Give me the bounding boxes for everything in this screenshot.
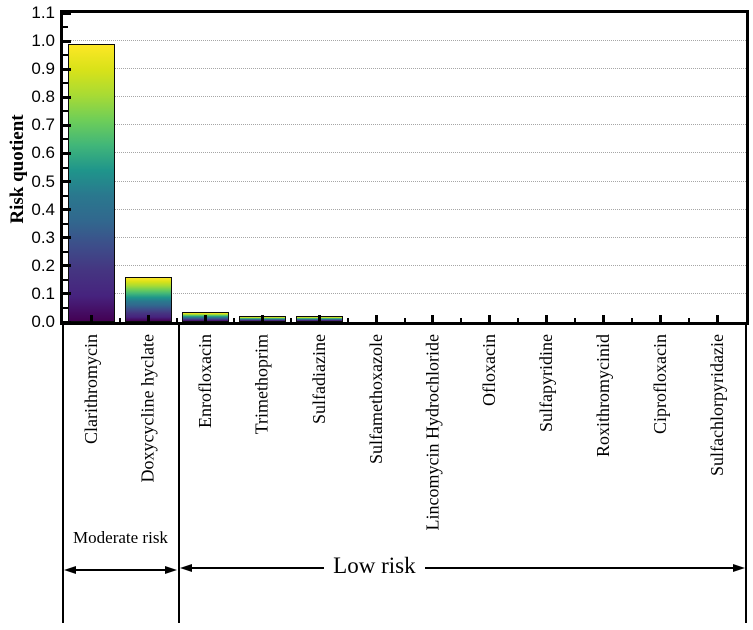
- y-tick-label: 0.7: [31, 115, 55, 135]
- y-axis-major-tick: [63, 264, 71, 268]
- x-tick-label: Trimethoprim: [251, 334, 272, 435]
- y-axis-minor-tick: [63, 110, 68, 113]
- x-axis-major-tick: [431, 315, 435, 322]
- y-axis-minor-tick: [63, 306, 68, 309]
- x-axis-minor-tick: [232, 318, 235, 322]
- x-axis-minor-tick: [631, 318, 634, 322]
- x-axis-major-tick: [146, 315, 150, 322]
- y-axis-minor-tick: [63, 166, 68, 169]
- x-tick-label: Sulfamethoxazole: [365, 334, 386, 464]
- x-axis-major-tick: [317, 315, 321, 322]
- x-axis-minor-tick: [403, 318, 406, 322]
- y-tick-label: 0.8: [31, 87, 55, 107]
- x-axis-minor-tick: [460, 318, 463, 322]
- arrowhead-right-icon: [165, 566, 177, 574]
- plot-area: [63, 11, 746, 324]
- x-tick-label: Doxycycline hyclate: [137, 334, 158, 483]
- y-axis-minor-tick: [63, 26, 68, 29]
- x-axis-minor-tick: [688, 318, 691, 322]
- low-risk-label: Low risk: [333, 553, 416, 578]
- gridline: [63, 208, 746, 210]
- y-tick-label: 0.3: [31, 227, 55, 247]
- moderate-risk-span-arrow: [64, 564, 177, 576]
- arrowhead-left-icon: [64, 566, 76, 574]
- x-axis-minor-tick: [574, 318, 577, 322]
- arrow-line: [424, 567, 733, 569]
- arrowhead-right-icon: [733, 564, 745, 572]
- x-tick-label: Ciprofloxacin: [650, 334, 671, 434]
- gridline: [63, 96, 746, 98]
- x-axis-major-tick: [203, 315, 207, 322]
- x-axis-major-tick: [374, 315, 378, 322]
- y-axis-minor-tick: [63, 138, 68, 141]
- bar: [67, 43, 115, 322]
- y-tick-label: 1.1: [31, 3, 55, 22]
- gridline: [63, 264, 746, 266]
- x-tick-label: Sulfachlorpyridazie: [707, 334, 728, 476]
- x-axis-minor-tick: [517, 318, 520, 322]
- x-axis-major-tick: [545, 315, 549, 322]
- y-axis-minor-tick: [63, 82, 68, 85]
- x-tick-label: Roxithromycinid: [593, 334, 614, 457]
- y-tick-label: 0.6: [31, 143, 55, 163]
- y-tick-label: 1.0: [31, 31, 55, 51]
- y-tick-label: 0.0: [31, 312, 55, 331]
- gridline: [63, 236, 746, 238]
- y-axis-major-tick: [63, 208, 71, 212]
- region-divider-right: [745, 322, 747, 623]
- x-axis-major-tick: [488, 315, 492, 322]
- y-tick-label: 0.4: [31, 199, 55, 219]
- y-axis-major-tick: [63, 11, 71, 15]
- x-tick-label: Clarithromycin: [80, 334, 101, 444]
- x-axis-major-tick: [716, 315, 720, 322]
- gridline: [63, 152, 746, 154]
- x-axis-minor-tick: [175, 318, 178, 322]
- y-axis-major-tick: [63, 39, 71, 43]
- x-axis-major-tick: [602, 315, 606, 322]
- low-risk-span-arrow: Low risk: [180, 553, 745, 582]
- x-axis-minor-tick: [118, 318, 121, 322]
- y-axis-minor-tick: [63, 222, 68, 225]
- y-tick-label: 0.9: [31, 59, 55, 79]
- x-tick-label: Lincomycin Hydrochloride: [422, 334, 443, 531]
- moderate-risk-label: Moderate risk: [73, 528, 168, 547]
- gridline: [63, 180, 746, 182]
- y-axis-major-tick: [63, 95, 71, 99]
- x-axis-minor-tick: [346, 318, 349, 322]
- gridline: [63, 68, 746, 70]
- region-divider-moderate-low: [177, 322, 180, 623]
- y-axis-minor-tick: [63, 194, 68, 197]
- x-tick-label: Sulfapyridine: [536, 334, 557, 432]
- plot-frame: [60, 10, 749, 325]
- y-tick-label: 0.1: [31, 283, 55, 303]
- arrowhead-left-icon: [180, 564, 192, 572]
- arrow-line: [76, 569, 165, 571]
- gridline: [63, 292, 746, 294]
- arrow-line: [192, 567, 325, 569]
- y-axis-minor-tick: [63, 54, 68, 57]
- y-axis-major-tick: [63, 236, 71, 240]
- region-divider-left: [62, 322, 64, 623]
- x-tick-label: Ofloxacin: [479, 334, 500, 406]
- y-axis-major-tick: [63, 151, 71, 155]
- x-tick-label: Enrofloxacin: [194, 334, 215, 428]
- x-axis-minor-tick: [289, 318, 292, 322]
- y-axis-major-tick: [63, 320, 71, 324]
- x-axis-major-tick: [260, 315, 264, 322]
- y-tick-label: 0.5: [31, 171, 55, 191]
- y-axis-major-tick: [63, 67, 71, 71]
- y-axis-major-tick: [63, 292, 71, 296]
- gridline: [63, 40, 746, 42]
- y-tick-label: 0.2: [31, 255, 55, 275]
- x-tick-label: Sulfadiazine: [308, 334, 329, 424]
- x-axis-major-tick: [89, 315, 93, 322]
- y-axis-minor-tick: [63, 278, 68, 281]
- y-axis-minor-tick: [63, 250, 68, 253]
- gridline: [63, 124, 746, 126]
- x-axis-major-tick: [659, 315, 663, 322]
- y-axis-major-tick: [63, 123, 71, 127]
- y-axis-major-tick: [63, 180, 71, 184]
